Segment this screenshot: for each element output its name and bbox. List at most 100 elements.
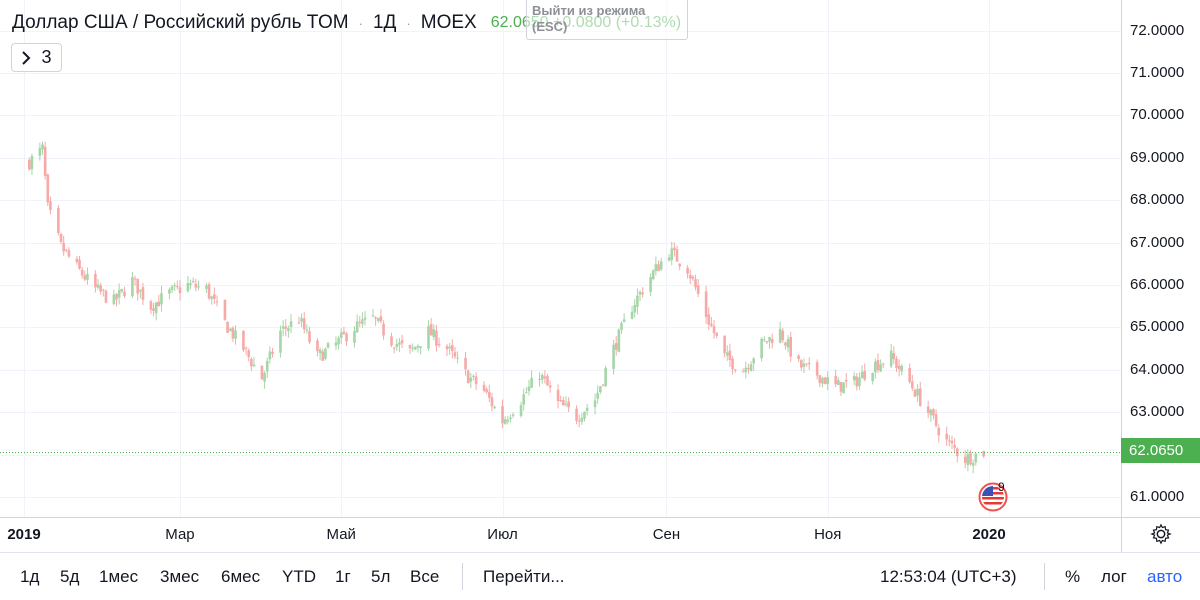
candle-up: [802, 363, 806, 367]
candle-up: [636, 295, 639, 307]
us-flag-icon[interactable]: [978, 482, 1008, 512]
candle-down: [950, 440, 954, 444]
candle-up: [117, 290, 121, 298]
candle-down: [49, 201, 52, 210]
candle-up: [651, 270, 655, 280]
candle-down: [823, 377, 827, 385]
candle-up: [583, 411, 586, 419]
candle-down: [934, 414, 938, 426]
candle-down: [390, 336, 393, 346]
auto-scale-toggle[interactable]: авто: [1147, 567, 1183, 586]
candle-up: [281, 326, 285, 329]
candle-up: [879, 364, 882, 372]
exit-fullscreen-tooltip[interactable]: Выйти из режима (ESC): [526, 0, 688, 40]
range-button-6[interactable]: 1г: [335, 567, 351, 586]
candle-up: [398, 342, 401, 345]
candle-down: [27, 159, 31, 170]
candle-up: [871, 372, 874, 382]
candle-down: [250, 359, 253, 367]
candle-down: [577, 420, 581, 422]
toolbar-divider: [462, 563, 463, 590]
candle-up: [929, 409, 933, 416]
goto-date-button[interactable]: Перейти...: [483, 567, 565, 586]
candle-up: [768, 337, 771, 342]
candle-down: [575, 408, 578, 421]
candle-down: [157, 301, 161, 307]
indicators-toggle-button[interactable]: 3: [11, 43, 62, 72]
candle-down: [712, 326, 716, 334]
candle-up: [638, 291, 642, 295]
candle-down: [982, 451, 986, 457]
symbol-title[interactable]: Доллар США / Российский рубль TOM: [12, 12, 349, 33]
range-button-5[interactable]: YTD: [282, 567, 316, 586]
candle-up: [900, 365, 904, 372]
candle-down: [488, 391, 491, 398]
candle-up: [760, 338, 763, 359]
toolbar-divider: [1044, 563, 1045, 590]
range-button-0[interactable]: 1д: [20, 567, 40, 586]
chevron-right-icon: [22, 50, 31, 65]
candle-up: [540, 374, 544, 380]
percent-scale-toggle[interactable]: %: [1065, 567, 1081, 586]
candle-up: [874, 361, 877, 373]
time-tick-label: Мар: [165, 526, 195, 543]
candle-up: [160, 293, 163, 305]
candle-down: [892, 353, 896, 360]
candle-up: [318, 349, 322, 354]
candle-up: [413, 346, 417, 350]
candle-down: [723, 335, 726, 354]
candle-up: [334, 342, 338, 346]
candle-up: [585, 407, 589, 412]
candle-up: [778, 328, 782, 343]
candle-down: [464, 357, 467, 370]
exit-mode-shortcut: (ESC): [532, 19, 568, 34]
range-button-3[interactable]: 3мес: [160, 567, 200, 586]
candle-up: [599, 386, 602, 393]
log-scale-toggle[interactable]: лог: [1101, 567, 1127, 586]
event-count: 9: [998, 480, 1005, 494]
range-button-7[interactable]: 5л: [371, 567, 391, 586]
candle-down: [260, 365, 264, 380]
candle-up: [889, 350, 893, 367]
price-tick-label: 68.0000: [1130, 191, 1185, 209]
candle-up: [622, 319, 626, 323]
candle-down: [75, 258, 79, 262]
candle-down: [474, 376, 478, 385]
candle-down: [115, 294, 118, 300]
candle-up: [826, 377, 830, 384]
range-button-4[interactable]: 6мес: [221, 567, 261, 586]
last-price-badge: 62.0650: [1121, 438, 1200, 463]
range-button-8[interactable]: Все: [410, 567, 440, 586]
candle-down: [559, 400, 562, 402]
candle-down: [556, 389, 560, 402]
candle-down: [567, 401, 570, 408]
candle-up: [186, 282, 190, 292]
candle-down: [918, 388, 922, 406]
candle-up: [337, 338, 340, 345]
candle-down: [482, 384, 486, 391]
candle-up: [604, 367, 607, 387]
candle-up: [376, 318, 380, 321]
candle-up: [503, 419, 507, 424]
candle-up: [279, 330, 282, 353]
candle-down: [297, 322, 301, 324]
candle-down: [302, 318, 306, 330]
candle-down: [400, 340, 404, 344]
candle-down: [345, 333, 348, 342]
candle-up: [974, 453, 978, 463]
gear-icon[interactable]: [1150, 523, 1172, 545]
interval-label[interactable]: 1Д: [372, 12, 397, 33]
range-button-1[interactable]: 5д: [60, 567, 80, 586]
candle-down: [781, 330, 785, 341]
candle-down: [799, 360, 803, 368]
candle-down: [83, 275, 87, 280]
candle-down: [538, 378, 541, 380]
candle-down: [136, 278, 139, 294]
candle-down: [191, 281, 195, 283]
range-button-2[interactable]: 1мес: [99, 567, 139, 586]
candle-down: [881, 363, 885, 365]
timezone-clock[interactable]: 12:53:04 (UTC+3): [880, 567, 1017, 586]
candle-up: [842, 382, 845, 394]
candle-down: [242, 330, 245, 351]
